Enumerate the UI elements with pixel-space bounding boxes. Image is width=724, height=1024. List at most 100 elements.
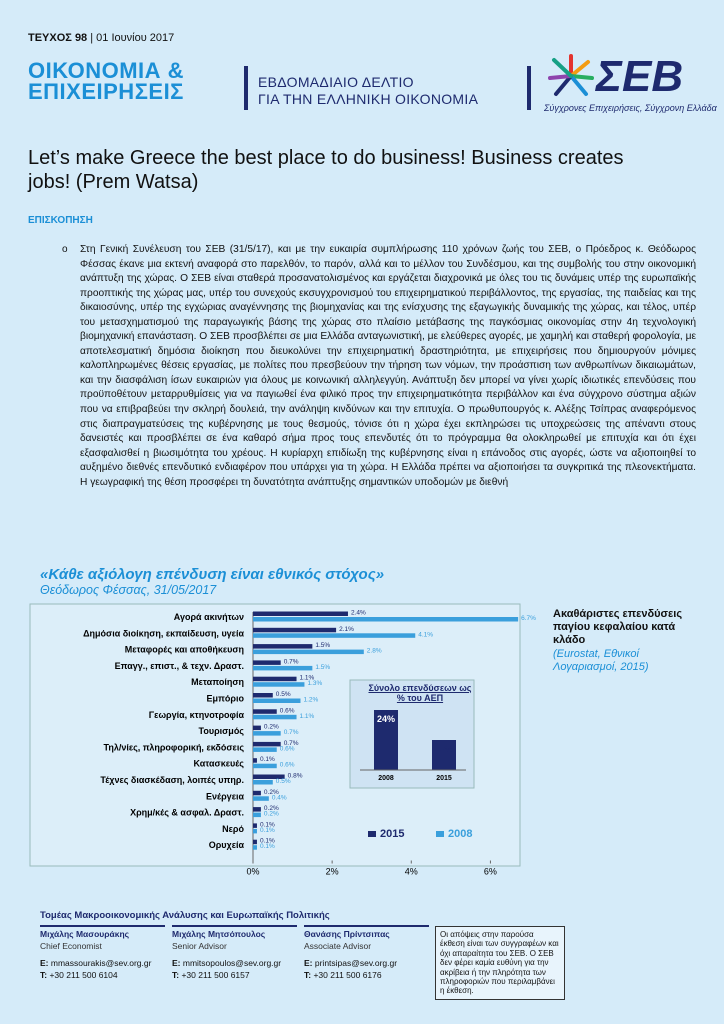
bar [253,812,261,818]
bar [253,660,281,665]
contact-email[interactable]: mmassourakis@sev.org.gr [50,958,152,968]
bar [253,649,364,655]
value-label: 0.1% [260,838,275,845]
contact: Μιχάλης Μητσόπουλος Senior Advisor E: mmit… [172,925,297,981]
logo: ΣΕΒ [596,52,684,101]
value-label: 1.2% [303,697,318,704]
value-label: 1.3% [307,680,322,687]
section-title: ΕΠΙΣΚΟΠΗΣΗ [28,215,93,226]
value-label: 2.1% [339,626,354,633]
bar [253,845,257,850]
brand-line: ΕΠΙΧΕΙΡΗΣΕΙΣ [28,79,184,104]
contact-name: Θανάσης Πρίντσιπας [304,929,390,939]
issue-line: ΤΕΥΧΟΣ 98 | 01 Ιουνίου 2017 [28,32,174,44]
value-label: 0.7% [284,740,299,747]
tagline: Σύγχρονες Επιχειρήσεις, Σύγχρονη Ελλάδα [544,103,717,113]
category-label: Κατασκευές [193,759,244,769]
bar [253,731,281,736]
bar [253,758,257,763]
bar [253,698,301,703]
brand: ΟΙΚΟΝΟΜΙΑ & ΕΠΙΧΕΙΡΗΣΕΙΣ [28,58,185,104]
value-label: 0.2% [264,811,279,818]
phone-label: T: [304,969,312,980]
bar [253,627,337,633]
contact-email-row: E: mmitsopoulos@sev.org.gr [172,958,297,970]
value-label: 0.5% [276,691,291,698]
contact-phone-row: T: +30 211 500 6176 [304,970,429,982]
contact-name: Μιχάλης Μητσόπουλος [172,929,266,939]
quote-attribution: Θεόδωρος Φέσσας, 31/05/2017 [40,583,217,597]
bar [253,774,285,779]
contact-email-row: E: mmassourakis@sev.org.gr [40,958,165,970]
legend-swatch [436,831,444,837]
value-label: 0.7% [284,658,299,665]
category-label: 2008 [378,775,394,782]
value-label: 0.7% [284,729,299,736]
value-label: 0.6% [280,707,295,714]
legend-swatch [368,831,376,837]
date: | 01 Ιουνίου 2017 [90,32,175,44]
contact-phone-row: T: +30 211 500 6157 [172,970,297,982]
category-label: Μεταποίηση [191,677,244,687]
category-label: Χρημ/κές & ασφαλ. Δραστ. [130,808,244,818]
bar [253,807,261,812]
category-label: Τηλ/νίες, πληροφορική, εκδόσεις [104,742,245,752]
category-label: 2015 [436,775,452,782]
x-tick-label: 6% [484,867,497,877]
value-label: 0.1% [260,827,275,834]
bar [253,725,261,731]
value-label: 0.5% [276,778,291,785]
bar [253,796,269,801]
contact-phone: +30 211 500 6157 [181,969,250,980]
category-label: Γεωργία, κτηνοτροφία [149,710,245,720]
contact-phone: +30 211 500 6176 [313,969,382,980]
contact-email[interactable]: mmitsopoulos@sev.org.gr [182,958,282,968]
bar [253,763,277,769]
unit: Τομέας Μακροοικονομικής Ανάλυσης και Ευρ… [40,910,330,921]
x-tick-label: 2% [326,867,339,877]
contact-role: Chief Economist [40,940,102,951]
value-label: 0.2% [264,805,279,812]
category-label: Ενέργεια [206,791,244,801]
bar [253,693,273,698]
bar [253,823,257,828]
bar [253,644,313,649]
value-label: 12% [435,744,453,754]
chart-source: (Eurostat, Εθνικοί Λογαριασμοί, 2015) [553,648,649,673]
bar [253,790,261,796]
brand-line: ΟΙΚΟΝΟΜΙΑ & [28,58,185,83]
bar [432,740,456,770]
email-label: E: [172,958,181,968]
value-label: 0.2% [264,724,279,731]
bar [253,741,281,747]
value-label: 2.4% [351,610,366,617]
contact: Θανάσης Πρίντσιπας Associate Advisor E: pr… [304,925,429,981]
bullet: o [62,244,68,255]
value-label: 0.6% [280,762,295,769]
bar [253,714,297,720]
contact: Μιχάλης Μασουράκης Chief Economist E: mmas… [40,925,165,981]
category-label: Τουρισμός [199,726,245,736]
x-tick-label: 0% [246,867,259,877]
bar [253,682,305,687]
value-label: 6.7% [521,615,536,622]
logo-mark [548,54,594,96]
category-label: Επαγγ., επιστ., & τεχν. Δραστ. [115,661,244,671]
contact-email[interactable]: printsipas@sev.org.gr [314,958,398,968]
value-label: 0.8% [288,773,303,780]
legend-label: 2008 [448,828,472,840]
contact-email-row: E: printsipas@sev.org.gr [304,958,429,970]
value-label: 0.1% [260,756,275,763]
bulletin-line: ΓΙΑ ΤΗΝ ΕΛΛΗΝΙΚΗ ΟΙΚΟΝΟΜΙΑ [258,91,479,107]
divider [527,66,531,110]
body-text: Στη Γενική Συνέλευση του ΣΕΒ (31/5/17), … [80,244,696,488]
contact-role: Senior Advisor [172,940,227,951]
bar [253,747,277,752]
bar [253,676,297,682]
headline: Let’s make Greece the best place to do b… [28,147,624,193]
value-label: 2.8% [367,648,382,655]
category-label: Νερό [222,824,244,834]
value-label: 1.1% [300,713,315,720]
bar [253,617,519,622]
contact-phone-row: T: +30 211 500 6104 [40,970,165,982]
